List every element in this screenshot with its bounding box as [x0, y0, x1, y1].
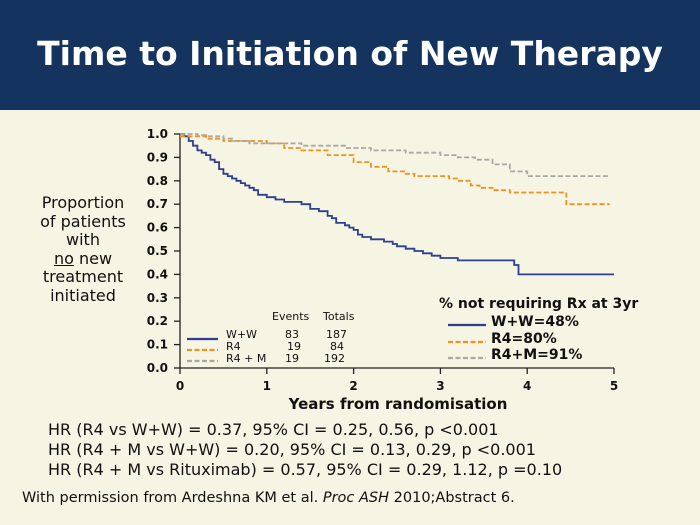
kaplan-meier-chart: 0 1 2 3 4 50.00.10.20.30.40.50.60.70.80.91.0 …	[147, 127, 639, 413]
annotation-item-r4m: R4+M=91%	[491, 347, 582, 363]
ticks: 0 1 2 3 4 5 0.0 0.1 0.2 0.3 0.4 0.5 0.6 0.7 0.8 0.9 1.0	[147, 127, 618, 393]
y-label-underlined-word: no	[53, 248, 74, 268]
series-line-r4	[180, 135, 610, 206]
table-row-totals-r4: 84	[330, 340, 344, 353]
y-label-word-new: new	[78, 248, 113, 268]
y-tick-label-0.3: 0.3	[147, 291, 168, 305]
y-tick-label-0.8: 0.8	[147, 174, 168, 188]
y-label-line-6: initiated	[50, 285, 116, 305]
y-tick-label-0.0: 0.0	[147, 361, 168, 375]
y-tick-label-0.4: 0.4	[147, 267, 168, 281]
annotation-item-ww: W+W=48%	[491, 314, 579, 330]
table-header-totals: Totals	[322, 310, 355, 323]
x-tick-label-0: 0	[176, 379, 184, 393]
title-banner	[0, 0, 700, 110]
x-axis-title: Years from randomisation	[288, 395, 508, 413]
hr-line-3: HR (R4 + M vs Rituximab) = 0.57, 95% CI …	[48, 460, 563, 479]
y-tick-label-0.1: 0.1	[147, 338, 168, 352]
credit-journal: Proc ASH	[322, 490, 390, 506]
y-axis-label: Proportion of patients with no new treat…	[28, 193, 138, 305]
table-row-totals-ww: 187	[326, 328, 347, 341]
events-table: Events Totals W+W 83 187 R4 19 84 R4 + M…	[187, 310, 355, 365]
series	[180, 133, 614, 276]
y-tick-label-0.7: 0.7	[147, 197, 168, 211]
table-row-label-r4m: R4 + M	[226, 352, 266, 365]
y-label-line-3: with	[66, 230, 100, 249]
x-tick-label-1: 1	[263, 379, 271, 393]
y-label-line-1: Proportion	[41, 193, 125, 212]
y-tick-label-0.9: 0.9	[147, 150, 168, 164]
rx-annotation: % not requiring Rx at 3yr W+W=48% R4=80%…	[439, 296, 638, 363]
x-tick-label-2: 2	[349, 379, 357, 393]
x-tick-label-5: 5	[610, 379, 618, 393]
y-label-line-5: treatment	[42, 267, 124, 286]
table-row-totals-r4m: 192	[324, 352, 345, 365]
credit-prefix: With permission from Ardeshna KM et al.	[22, 490, 323, 506]
y-label-line-2: of patients	[40, 211, 126, 231]
x-tick-label-3: 3	[436, 379, 444, 393]
hr-line-2: HR (R4 + M vs W+W) = 0.20, 95% CI = 0.13…	[48, 440, 536, 459]
hr-line-1: HR (R4 vs W+W) = 0.37, 95% CI = 0.25, 0.…	[48, 420, 499, 439]
table-row-events-r4m: 19	[285, 352, 299, 365]
credit-suffix: 2010;Abstract 6.	[389, 490, 515, 506]
annotation-heading: % not requiring Rx at 3yr	[439, 296, 638, 312]
permission-credit: With permission from Ardeshna KM et al. …	[22, 490, 515, 506]
annotation-item-r4: R4=80%	[491, 331, 557, 347]
y-tick-label-0.6: 0.6	[147, 221, 168, 235]
table-row-label-r4: R4	[226, 340, 241, 353]
y-tick-label-1.0: 1.0	[147, 127, 168, 141]
slide-title: Time to Initiation of New Therapy	[37, 34, 663, 73]
table-row-events-ww: 83	[285, 328, 299, 341]
table-header-events: Events	[272, 310, 310, 323]
x-tick-label-4: 4	[523, 379, 531, 393]
y-label-line-4: no new	[28, 248, 138, 269]
y-tick-label-0.2: 0.2	[147, 314, 168, 328]
y-tick-label-0.5: 0.5	[147, 244, 168, 258]
table-row-events-r4: 19	[287, 340, 301, 353]
series-line-r4m	[180, 133, 610, 177]
series-line-ww	[180, 133, 614, 276]
table-row-label-ww: W+W	[226, 328, 257, 341]
